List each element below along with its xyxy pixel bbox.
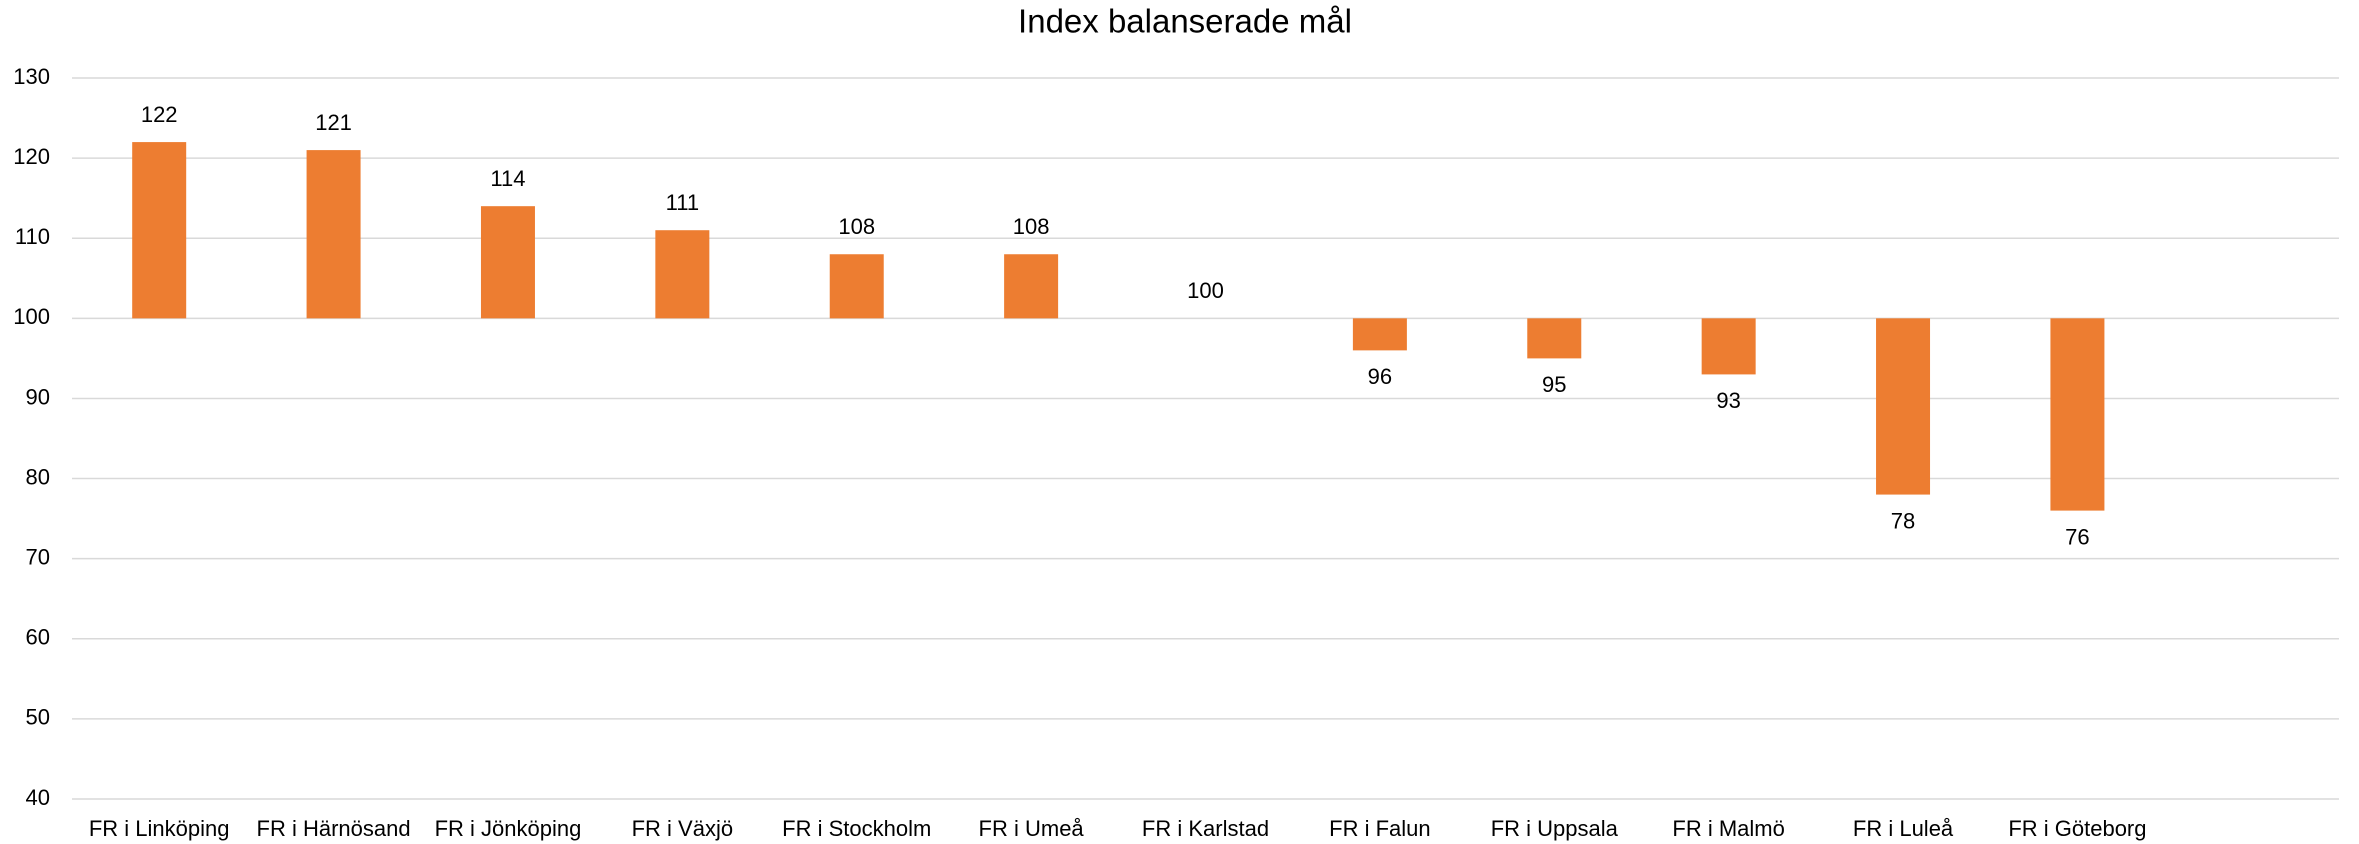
bar [1701, 318, 1756, 375]
x-tick-label: FR i Luleå [1853, 816, 1954, 841]
x-tick-label: FR i Jönköping [435, 816, 582, 841]
data-label: 76 [2065, 524, 2089, 549]
x-tick-label: FR i Falun [1329, 816, 1430, 841]
x-tick-label: FR i Karlstad [1142, 816, 1269, 841]
x-tick-label: FR i Umeå [979, 816, 1085, 841]
bar [1876, 318, 1931, 495]
data-label: 108 [838, 214, 875, 239]
x-tick-label: FR i Stockholm [782, 816, 931, 841]
data-label: 114 [490, 166, 525, 191]
y-tick-label: 120 [13, 144, 50, 169]
bar [306, 150, 361, 319]
y-tick-label: 90 [26, 384, 50, 409]
x-tick-label: FR i Uppsala [1491, 816, 1619, 841]
x-tick-label: FR i Göteborg [2008, 816, 2146, 841]
y-tick-label: 110 [15, 224, 50, 249]
y-tick-label: 100 [13, 304, 50, 329]
bar [2050, 318, 2105, 511]
data-label: 111 [666, 190, 699, 215]
bar [480, 206, 535, 319]
bar [829, 254, 884, 319]
bar [1352, 318, 1407, 351]
y-tick-label: 130 [13, 64, 50, 89]
x-tick-label: FR i Växjö [632, 816, 733, 841]
y-tick-label: 70 [26, 544, 50, 569]
data-label: 78 [1891, 508, 1915, 533]
y-tick-label: 50 [26, 705, 50, 730]
data-label: 100 [1187, 278, 1224, 303]
data-label: 122 [141, 102, 178, 127]
y-tick-label: 40 [26, 785, 50, 810]
x-tick-label: FR i Härnösand [257, 816, 411, 841]
data-label: 96 [1368, 364, 1392, 389]
bar [1527, 318, 1582, 359]
y-tick-label: 60 [26, 625, 50, 650]
data-label: 121 [315, 110, 352, 135]
x-tick-label: FR i Malmö [1672, 816, 1784, 841]
chart-title: Index balanserade mål [1018, 3, 1352, 40]
bar [1004, 254, 1059, 319]
y-tick-label: 80 [26, 464, 50, 489]
bar [132, 142, 187, 319]
bar [655, 230, 710, 319]
data-label: 108 [1013, 214, 1050, 239]
data-label: 95 [1542, 372, 1566, 397]
data-label: 93 [1716, 388, 1740, 413]
x-tick-label: FR i Linköping [89, 816, 230, 841]
